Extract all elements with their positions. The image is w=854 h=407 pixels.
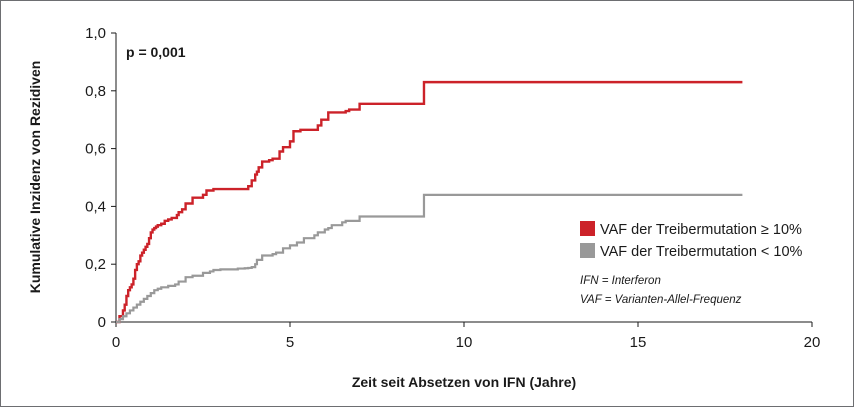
x-tick-label: 0 [112,334,120,351]
legend-swatch-low-vaf [580,243,595,258]
y-tick-label: 0,2 [85,256,106,273]
axes: 0 0,2 0,4 0,6 0,8 1,0 0 5 10 15 20 [85,25,820,351]
legend-label-high-vaf: VAF der Treibermutation ≥ 10% [600,222,802,238]
x-tick-label: 10 [456,334,473,351]
series-line-high-vaf [116,80,743,324]
note-vaf: VAF = Varianten-Allel-Frequenz [580,294,742,306]
x-tick-label: 5 [286,334,294,351]
y-tick-label: 0,8 [85,83,106,100]
legend-label-low-vaf: VAF der Treibermutation < 10% [600,244,803,260]
x-tick-label: 20 [804,334,821,351]
y-axis-title: Kumulative Inzidenz von Rezidiven [27,61,43,294]
y-tick-label: 0,4 [85,198,106,215]
note-ifn: IFN = Interferon [580,275,661,287]
x-tick-label: 15 [630,334,647,351]
y-tick-label: 0 [98,314,106,331]
series-layer [116,80,743,324]
x-axis-title: Zeit seit Absetzen von IFN (Jahre) [352,374,576,390]
legend: VAF der Treibermutation ≥ 10% VAF der Tr… [580,221,803,260]
series-line-low-vaf [116,193,743,324]
p-value-annotation: p = 0,001 [126,44,186,60]
y-tick-label: 1,0 [85,25,106,42]
y-tick-label: 0,6 [85,141,106,158]
legend-swatch-high-vaf [580,221,595,236]
